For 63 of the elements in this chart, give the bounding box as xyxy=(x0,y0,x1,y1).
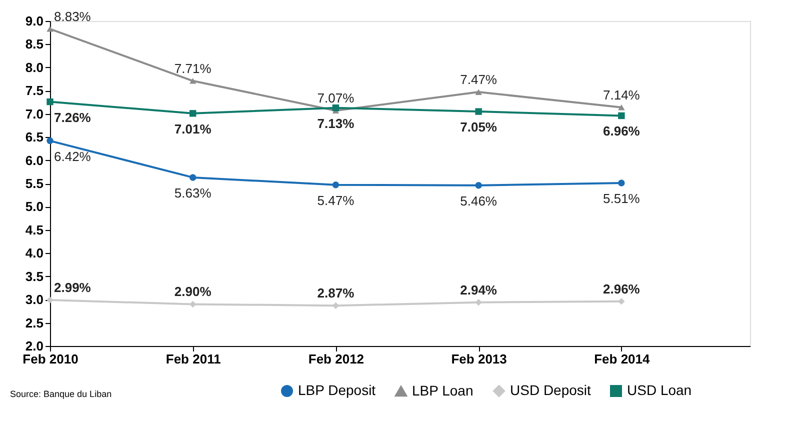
point xyxy=(190,78,196,84)
point xyxy=(475,89,482,95)
x-tick-label: Feb 2010 xyxy=(22,352,78,366)
point xyxy=(475,182,482,189)
point xyxy=(46,26,54,32)
x-tick-label: Feb 2014 xyxy=(594,352,651,366)
y-tick-label: 8.0 xyxy=(25,60,44,75)
data-label: 5.46% xyxy=(460,193,498,208)
y-tick-label: 7.5 xyxy=(25,83,44,98)
x-tick-label: Feb 2013 xyxy=(451,352,507,366)
data-label: 7.71% xyxy=(174,60,212,76)
y-tick-label: 9.0 xyxy=(25,14,44,28)
data-label: 7.01% xyxy=(174,121,212,136)
y-tick-label: 4.5 xyxy=(25,222,44,238)
data-label: 7.05% xyxy=(460,120,498,135)
data-label: 6.42% xyxy=(54,148,92,164)
data-label: 2.94% xyxy=(460,282,498,298)
data-label: 8.83% xyxy=(54,8,92,24)
point xyxy=(618,112,625,120)
legend-label: LBP Deposit xyxy=(298,382,376,398)
data-label: 5.51% xyxy=(602,191,640,206)
point xyxy=(332,104,340,112)
source-note: Source: Banque du Liban xyxy=(10,389,112,399)
data-label: 7.14% xyxy=(602,87,640,102)
data-label: 2.90% xyxy=(174,284,212,300)
data-label: 7.07% xyxy=(317,90,355,106)
x-tick-label: Feb 2012 xyxy=(308,352,364,366)
y-tick-label: 5.0 xyxy=(25,199,44,214)
data-label: 5.63% xyxy=(174,185,212,200)
y-tick-label: 2.0 xyxy=(25,338,44,354)
point xyxy=(618,180,625,186)
legend-label: USD Loan xyxy=(627,382,692,398)
data-label: 2.99% xyxy=(54,280,92,296)
data-label: 7.47% xyxy=(460,72,498,88)
y-tick-label: 7.0 xyxy=(25,106,44,122)
legend-label: LBP Loan xyxy=(412,382,474,398)
point xyxy=(46,98,54,106)
y-tick-label: 2.5 xyxy=(25,315,44,330)
y-tick-label: 6.0 xyxy=(25,152,44,168)
point xyxy=(190,174,196,181)
y-tick-label: 3.0 xyxy=(25,292,44,308)
y-tick-label: 4.0 xyxy=(25,246,44,261)
point xyxy=(46,296,54,304)
data-label: 2.96% xyxy=(602,281,640,296)
data-label: 5.47% xyxy=(317,192,355,208)
y-tick-label: 3.5 xyxy=(25,268,44,284)
point xyxy=(190,110,196,117)
y-tick-label: 8.5 xyxy=(25,36,44,52)
point xyxy=(475,299,482,306)
data-label: 7.13% xyxy=(317,116,355,131)
legend-label: USD Deposit xyxy=(510,382,592,398)
point xyxy=(46,137,54,144)
y-tick-label: 5.5 xyxy=(25,176,44,191)
point xyxy=(190,300,196,308)
data-label: 2.87% xyxy=(317,286,355,301)
x-tick-label: Feb 2011 xyxy=(166,352,221,366)
point xyxy=(332,182,340,188)
point xyxy=(618,298,625,305)
point xyxy=(475,108,482,115)
data-label: 7.26% xyxy=(54,110,92,125)
point xyxy=(618,104,625,110)
data-label: 6.96% xyxy=(602,124,640,139)
y-tick-label: 6.5 xyxy=(25,130,44,145)
